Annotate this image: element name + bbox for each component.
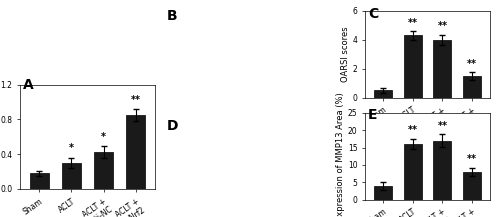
Bar xyxy=(374,90,392,98)
Text: *: * xyxy=(101,132,106,142)
Bar xyxy=(404,35,421,98)
Y-axis label: OARSI scores: OARSI scores xyxy=(340,26,349,82)
Bar xyxy=(126,115,146,189)
Bar xyxy=(94,152,113,189)
Text: **: ** xyxy=(467,154,477,164)
Bar xyxy=(463,76,481,98)
Text: C: C xyxy=(368,7,378,21)
Text: D: D xyxy=(167,119,178,133)
Bar xyxy=(62,163,81,189)
Text: E: E xyxy=(368,108,378,122)
Text: A: A xyxy=(23,78,34,92)
Text: **: ** xyxy=(408,18,418,28)
Text: **: ** xyxy=(438,121,448,131)
Bar xyxy=(463,172,481,200)
Text: **: ** xyxy=(438,21,448,31)
Text: **: ** xyxy=(408,125,418,135)
Text: **: ** xyxy=(467,59,477,69)
Bar xyxy=(374,186,392,200)
Bar xyxy=(434,141,452,200)
Text: **: ** xyxy=(130,95,140,105)
Bar xyxy=(434,40,452,98)
Y-axis label: Expression of MMP13 Area (%): Expression of MMP13 Area (%) xyxy=(336,92,345,217)
Bar xyxy=(30,173,49,189)
Text: *: * xyxy=(69,143,74,153)
Bar xyxy=(404,144,421,200)
Text: B: B xyxy=(167,8,177,23)
